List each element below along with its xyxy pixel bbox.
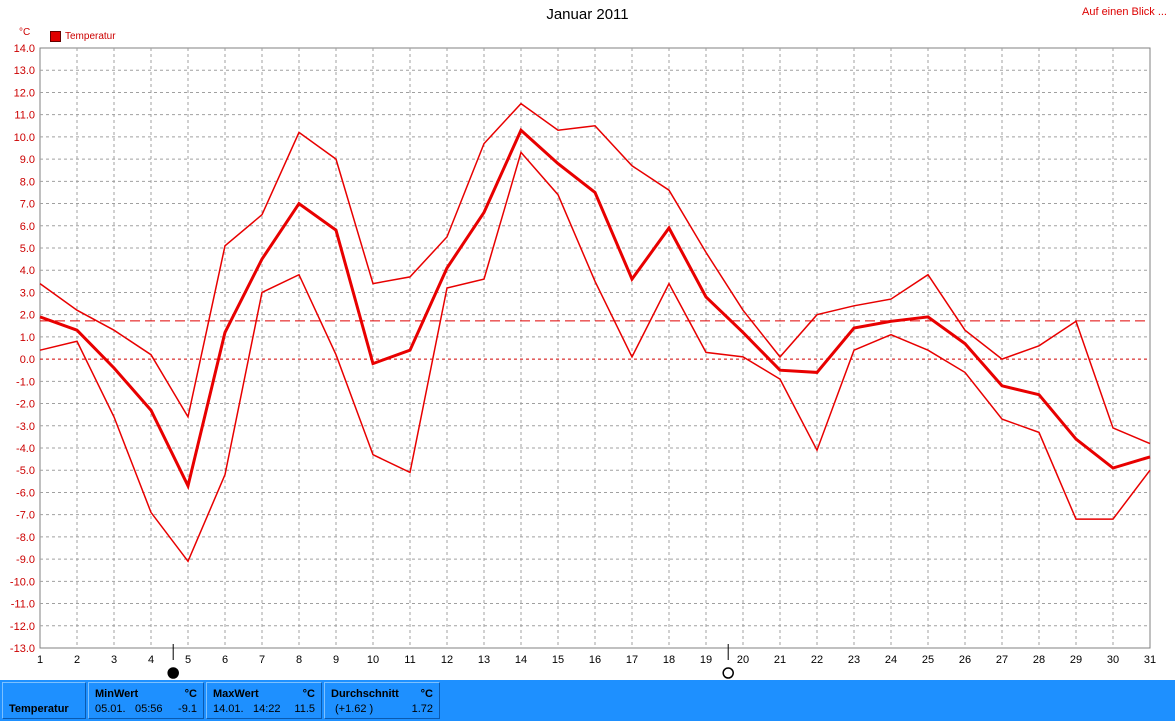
y-tick-label: 9.0 <box>20 154 35 166</box>
x-tick-label: 8 <box>296 654 302 666</box>
x-tick-label: 20 <box>737 654 749 666</box>
x-tick-label: 18 <box>663 654 675 666</box>
x-tick-label: 3 <box>111 654 117 666</box>
x-tick-label: 24 <box>885 654 897 666</box>
x-tick-label: 26 <box>959 654 971 666</box>
stats-row-label: Temperatur <box>9 703 69 715</box>
y-tick-label: -3.0 <box>16 421 35 433</box>
min-stat-time: 05:56 <box>135 703 163 715</box>
x-tick-label: 15 <box>552 654 564 666</box>
x-tick-label: 9 <box>333 654 339 666</box>
y-tick-label: -7.0 <box>16 510 35 522</box>
avg-stat-title: Durchschnitt <box>331 688 399 700</box>
min-marker-icon <box>167 667 179 679</box>
y-unit-label: °C <box>19 27 31 38</box>
y-tick-label: 10.0 <box>14 132 35 144</box>
x-tick-label: 16 <box>589 654 601 666</box>
x-tick-label: 6 <box>222 654 228 666</box>
x-tick-label: 14 <box>515 654 527 666</box>
y-tick-label: 5.0 <box>20 243 35 255</box>
x-tick-label: 30 <box>1107 654 1119 666</box>
y-tick-label: 13.0 <box>14 65 35 77</box>
y-tick-label: 7.0 <box>20 199 35 211</box>
y-tick-label: 14.0 <box>14 43 35 55</box>
y-tick-label: -2.0 <box>16 399 35 411</box>
y-tick-label: 6.0 <box>20 221 35 233</box>
max-stat-time: 14:22 <box>253 703 281 715</box>
y-tick-label: 3.0 <box>20 287 35 299</box>
x-tick-label: 31 <box>1144 654 1156 666</box>
overview-link[interactable]: Auf einen Blick ... <box>1082 6 1167 18</box>
x-tick-label: 7 <box>259 654 265 666</box>
legend: Temperatur <box>50 31 116 42</box>
min-stat-value: -9.1 <box>178 703 197 715</box>
x-tick-label: 28 <box>1033 654 1045 666</box>
x-tick-label: 2 <box>74 654 80 666</box>
max-stat-date: 14.01. <box>213 703 244 715</box>
series-line-avg <box>39 127 1151 491</box>
y-tick-label: -4.0 <box>16 443 35 455</box>
x-tick-label: 11 <box>404 654 415 666</box>
y-tick-label: -9.0 <box>16 554 35 566</box>
x-tick-label: 29 <box>1070 654 1082 666</box>
series-line-min <box>39 150 1151 563</box>
x-tick-label: 27 <box>996 654 1008 666</box>
y-tick-label: -10.0 <box>10 576 35 588</box>
series-line-max <box>39 102 1151 445</box>
x-tick-label: 13 <box>478 654 490 666</box>
x-tick-label: 19 <box>700 654 712 666</box>
y-tick-label: 1.0 <box>20 332 35 344</box>
y-tick-label: -1.0 <box>16 376 35 388</box>
avg-stat-unit: °C <box>420 688 433 700</box>
x-tick-label: 22 <box>811 654 823 666</box>
min-stat-panel: MinWert °C 05.01. 05:56 -9.1 <box>88 682 204 719</box>
y-tick-label: 12.0 <box>14 87 35 99</box>
temperature-chart: 14.013.012.011.010.09.08.07.06.05.04.03.… <box>10 43 1156 679</box>
max-stat-panel: MaxWert °C 14.01. 14:22 11.5 <box>206 682 322 719</box>
y-tick-label: 4.0 <box>20 265 35 277</box>
x-tick-label: 21 <box>774 654 786 666</box>
y-tick-label: -5.0 <box>16 465 35 477</box>
avg-stat-diff: (+1.62 ) <box>335 703 374 715</box>
avg-stat-panel: Durchschnitt °C (+1.62 ) 1.72 <box>324 682 440 719</box>
max-stat-title: MaxWert <box>213 688 259 700</box>
y-tick-label: -12.0 <box>10 621 35 633</box>
y-tick-label: 0.0 <box>20 354 35 366</box>
max-stat-unit: °C <box>302 688 315 700</box>
x-tick-label: 12 <box>441 654 453 666</box>
max-stat-value: 11.5 <box>294 703 315 715</box>
min-stat-unit: °C <box>184 688 197 700</box>
legend-label: Temperatur <box>65 31 116 42</box>
x-tick-label: 5 <box>185 654 191 666</box>
chart-title: Januar 2011 <box>546 6 629 23</box>
min-stat-title: MinWert <box>95 688 139 700</box>
y-tick-label: -8.0 <box>16 532 35 544</box>
y-tick-label: 8.0 <box>20 176 35 188</box>
legend-swatch <box>50 31 61 42</box>
x-tick-label: 23 <box>848 654 860 666</box>
stats-row-label-panel: Temperatur <box>2 682 86 719</box>
y-tick-label: -11.0 <box>11 599 35 611</box>
min-stat-date: 05.01. <box>95 703 126 715</box>
x-tick-label: 4 <box>148 654 154 666</box>
y-tick-label: 2.0 <box>20 310 35 322</box>
y-tick-label: 11.0 <box>14 110 35 122</box>
y-tick-label: -13.0 <box>10 643 35 655</box>
avg-stat-value: 1.72 <box>411 703 433 715</box>
x-tick-label: 1 <box>37 654 43 666</box>
y-tick-label: -6.0 <box>16 487 35 499</box>
full-moon-icon <box>722 667 734 679</box>
x-tick-label: 10 <box>367 654 379 666</box>
x-tick-label: 17 <box>626 654 638 666</box>
x-tick-label: 25 <box>922 654 934 666</box>
